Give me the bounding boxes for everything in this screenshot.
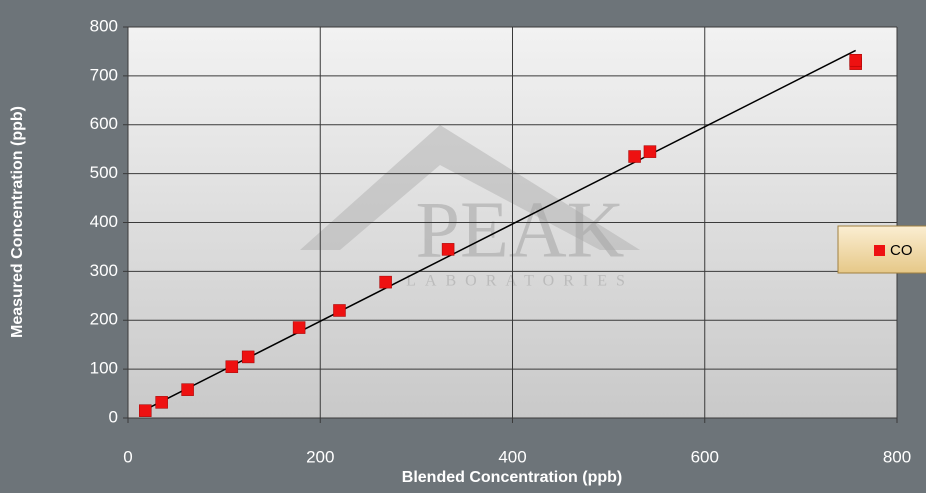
x-tick-label: 400: [498, 447, 526, 466]
y-tick-label: 800: [90, 16, 118, 35]
point: [155, 396, 168, 409]
legend-swatch: [874, 245, 885, 256]
point: [241, 350, 255, 364]
point: [225, 360, 239, 373]
y-tick-label: 200: [90, 310, 118, 329]
x-tick-label: 800: [883, 447, 911, 466]
grid: 0 100 200 300 400 500 600 700 800 0 200 400 600 800: [90, 16, 912, 466]
point: [849, 53, 862, 67]
point: [139, 404, 152, 417]
y-tick-label: 100: [90, 359, 118, 378]
point: [628, 150, 641, 163]
y-tick-label: 400: [90, 212, 118, 231]
y-tick-label: 0: [109, 407, 118, 426]
y-tick-label: 300: [90, 261, 118, 280]
watermark-logo: [300, 125, 640, 250]
y-tick-label: 500: [90, 163, 118, 182]
y-tick-label: 600: [90, 114, 118, 133]
x-tick-label: 600: [691, 447, 719, 466]
point: [643, 145, 657, 158]
trendline: [144, 49, 857, 411]
x-tick-label: 0: [123, 447, 132, 466]
x-axis-label: Blended Concentration (ppb): [402, 469, 622, 486]
point: [181, 383, 194, 396]
point: [292, 321, 306, 334]
x-tick-label: 200: [306, 447, 334, 466]
legend-label: CO: [890, 242, 913, 259]
y-axis-label: Measured Concentration (ppb): [9, 106, 26, 338]
point: [333, 304, 346, 317]
marks: [139, 49, 862, 417]
watermark-title: PEAK: [416, 186, 625, 274]
point: [441, 243, 455, 256]
watermark-subtitle: LABORATORIES: [406, 273, 634, 290]
point: [379, 275, 392, 289]
y-tick-label: 700: [90, 65, 118, 84]
